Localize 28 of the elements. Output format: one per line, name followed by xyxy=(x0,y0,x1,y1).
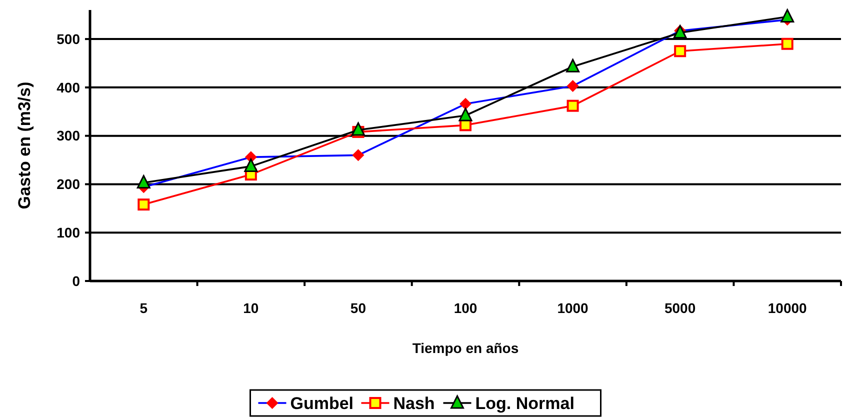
point xyxy=(136,175,150,189)
point xyxy=(674,45,686,58)
y-tick-label: 500 xyxy=(56,30,80,47)
legend-label: Nash xyxy=(393,394,435,413)
y-tick-label: 100 xyxy=(56,224,80,241)
point xyxy=(566,58,580,72)
y-tick-label: 300 xyxy=(56,128,80,144)
y-tick-label: 0 xyxy=(72,272,80,289)
point xyxy=(781,38,794,50)
point xyxy=(351,122,365,136)
legend-label: Log. Normal xyxy=(475,394,574,413)
point xyxy=(244,158,258,172)
point xyxy=(780,9,794,23)
y-tick-label: 400 xyxy=(56,79,80,96)
point xyxy=(458,108,472,122)
y-axis-title: Gasto en (m3/s) xyxy=(15,82,34,210)
y-tick-label: 200 xyxy=(56,176,80,192)
point xyxy=(566,100,579,112)
x-tick-label: 5 xyxy=(140,300,148,316)
x-tick-label: 10 xyxy=(243,300,259,316)
x-tick-label: 10000 xyxy=(768,300,808,316)
x-tick-label: 50 xyxy=(350,300,366,316)
x-tick-label: 100 xyxy=(454,300,478,316)
x-tick-label: 5000 xyxy=(664,300,696,316)
point xyxy=(138,198,150,211)
legend-label: Gumbel xyxy=(290,394,354,413)
x-axis-title: Tiempo en años xyxy=(412,340,519,356)
x-tick-label: 1000 xyxy=(557,300,589,316)
